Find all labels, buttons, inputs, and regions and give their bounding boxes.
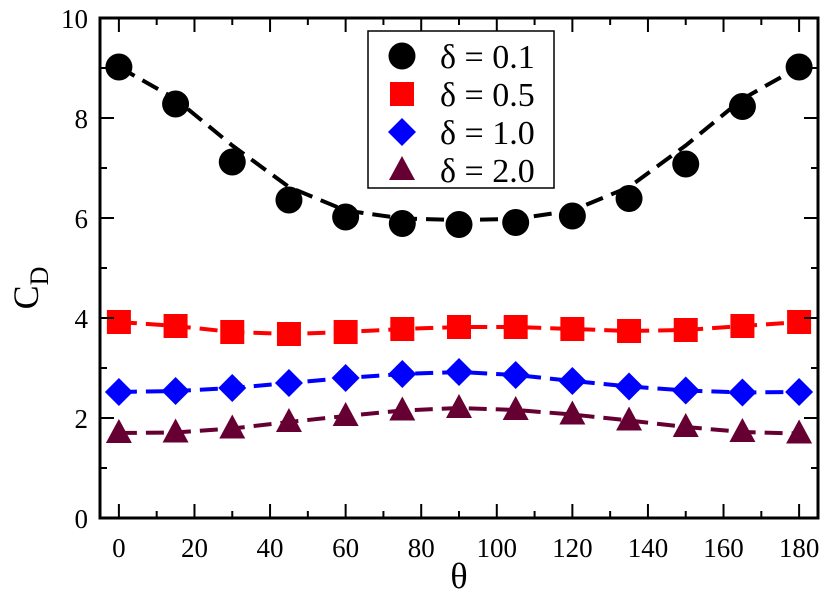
data-point bbox=[785, 378, 814, 406]
y-tick-label: 6 bbox=[75, 204, 89, 234]
x-tick-label: 80 bbox=[408, 533, 435, 563]
legend-marker bbox=[388, 118, 416, 146]
data-point bbox=[162, 418, 189, 443]
data-point bbox=[275, 408, 302, 432]
x-tick-label: 120 bbox=[552, 533, 593, 563]
data-point bbox=[786, 419, 813, 444]
data-point bbox=[274, 369, 303, 397]
series-circle bbox=[105, 53, 813, 238]
data-point bbox=[615, 185, 643, 212]
data-point bbox=[503, 315, 528, 339]
data-point bbox=[787, 310, 812, 334]
data-point bbox=[672, 413, 699, 437]
legend-label: δ = 0.1 bbox=[440, 39, 535, 76]
data-point bbox=[615, 372, 644, 401]
x-tick-label: 0 bbox=[112, 533, 126, 563]
data-point bbox=[673, 318, 698, 342]
data-point bbox=[617, 319, 642, 343]
x-tick-label: 40 bbox=[257, 533, 284, 563]
series-square bbox=[106, 310, 812, 346]
data-point bbox=[728, 378, 757, 407]
data-point bbox=[388, 360, 417, 388]
series-diamond bbox=[104, 358, 814, 407]
data-point bbox=[275, 186, 303, 214]
y-axis-label: CD bbox=[6, 267, 54, 310]
data-point bbox=[671, 376, 700, 405]
x-tick-label: 20 bbox=[181, 533, 208, 563]
data-point bbox=[445, 358, 473, 386]
data-point bbox=[105, 419, 132, 443]
data-point bbox=[276, 322, 301, 346]
legend-items: δ = 0.1δ = 0.5δ = 1.0δ = 2.0 bbox=[388, 39, 535, 190]
y-axis-label-subscript: D bbox=[25, 267, 54, 286]
series-layer bbox=[104, 53, 814, 444]
y-tick-label: 4 bbox=[75, 304, 89, 334]
legend-label: δ = 1.0 bbox=[440, 115, 535, 152]
data-point bbox=[501, 361, 530, 389]
legend-label: δ = 0.5 bbox=[440, 77, 535, 114]
legend: δ = 0.1δ = 0.5δ = 1.0δ = 2.0 bbox=[367, 30, 555, 190]
y-axis-label-main: C bbox=[6, 285, 46, 309]
legend-marker bbox=[389, 156, 415, 180]
data-point bbox=[105, 53, 133, 81]
x-tick-label: 180 bbox=[779, 533, 820, 563]
data-point bbox=[728, 93, 756, 120]
data-point bbox=[332, 203, 360, 231]
data-point bbox=[447, 315, 471, 339]
data-point bbox=[219, 414, 246, 439]
data-point bbox=[218, 374, 247, 402]
legend-marker bbox=[388, 42, 416, 70]
data-point bbox=[390, 317, 415, 341]
data-point bbox=[730, 314, 755, 338]
data-point bbox=[331, 364, 360, 392]
data-point bbox=[445, 211, 473, 238]
ticks-layer: 0 20 40 60 80 100 120 140 160 180 0 2 4 6 8 10 bbox=[61, 4, 819, 563]
data-point bbox=[558, 367, 587, 395]
data-point bbox=[672, 150, 700, 178]
legend-label: δ = 2.0 bbox=[440, 153, 535, 190]
data-point bbox=[218, 148, 246, 176]
data-point bbox=[502, 396, 529, 420]
data-point bbox=[163, 314, 188, 338]
data-point bbox=[616, 406, 643, 431]
data-point bbox=[162, 90, 190, 118]
x-tick-label: 100 bbox=[477, 533, 518, 563]
data-point bbox=[332, 402, 359, 426]
data-point bbox=[388, 210, 416, 237]
data-point bbox=[106, 310, 131, 334]
x-tick-label: 60 bbox=[332, 533, 359, 563]
x-tick-label: 160 bbox=[703, 533, 744, 563]
data-point bbox=[333, 320, 358, 344]
data-point bbox=[446, 394, 472, 418]
y-tick-label: 10 bbox=[61, 4, 88, 34]
data-point bbox=[104, 378, 133, 406]
y-tick-label: 0 bbox=[75, 504, 89, 534]
x-axis-label: θ bbox=[450, 556, 467, 592]
data-point bbox=[220, 320, 245, 344]
data-point bbox=[559, 400, 586, 425]
data-point bbox=[389, 396, 416, 421]
data-point bbox=[560, 317, 585, 341]
data-point bbox=[785, 53, 813, 81]
data-point bbox=[729, 418, 756, 442]
data-point bbox=[161, 377, 190, 405]
y-tick-label: 8 bbox=[75, 104, 89, 134]
y-tick-label: 2 bbox=[75, 404, 89, 434]
series-triangle bbox=[105, 394, 813, 444]
legend-marker bbox=[390, 82, 414, 106]
x-tick-label: 140 bbox=[628, 533, 669, 563]
data-point bbox=[558, 202, 586, 230]
data-point bbox=[502, 209, 530, 236]
